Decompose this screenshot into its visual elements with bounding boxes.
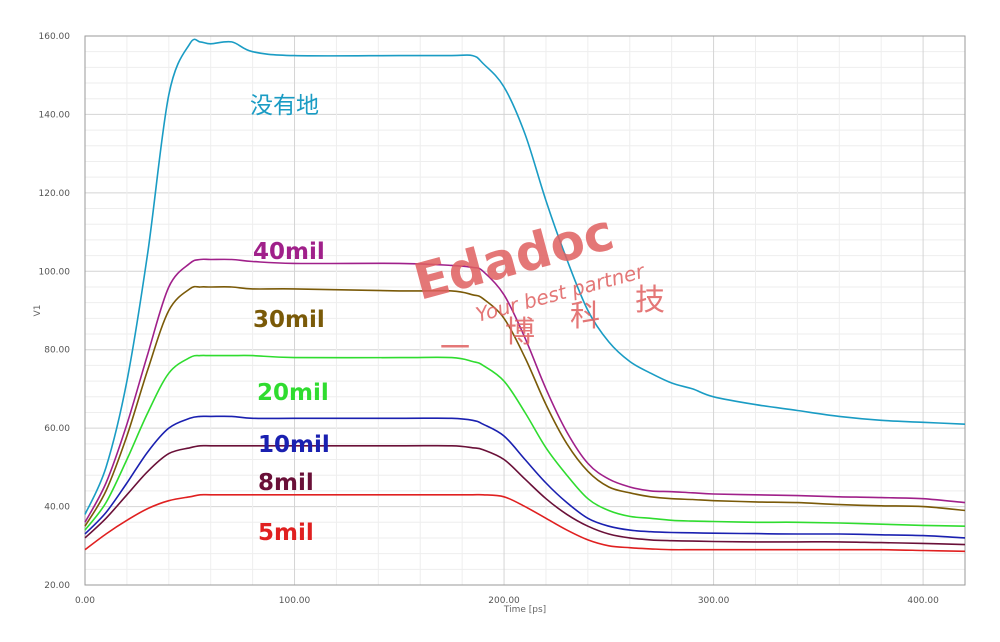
y-axis-label: V1 bbox=[33, 305, 43, 317]
series-label: 没有地 bbox=[250, 93, 319, 119]
series-label: 30mil bbox=[253, 307, 325, 333]
y-axis-ticks: 20.00 40.00 60.00 80.00 100.00 120.00 140.00 16… bbox=[39, 32, 71, 591]
series-line bbox=[84, 285, 966, 527]
series-label: 5mil bbox=[258, 520, 314, 546]
x-tick-label: 400.00 bbox=[907, 596, 939, 606]
watermark-char: 技 bbox=[635, 283, 665, 318]
series-line bbox=[84, 493, 966, 553]
y-tick-label: 140.00 bbox=[39, 110, 71, 120]
y-tick-label: 20.00 bbox=[44, 581, 70, 591]
x-tick-label: 0.00 bbox=[75, 596, 95, 606]
x-tick-label: 300.00 bbox=[698, 596, 730, 606]
plot-frame bbox=[84, 35, 966, 586]
series-line bbox=[84, 444, 966, 546]
series-labels: 没有地 40mil 30mil 20mil 10mil 8mil 5mil bbox=[250, 93, 330, 546]
y-tick-label: 160.00 bbox=[39, 32, 71, 42]
x-axis-label: Time [ps] bbox=[503, 605, 546, 615]
series-line bbox=[84, 258, 966, 523]
watermark-char: 一 bbox=[440, 331, 470, 366]
watermark-char: 科 bbox=[570, 299, 600, 334]
watermark-chars: 一博科技 bbox=[440, 283, 665, 366]
series-line bbox=[84, 38, 966, 515]
series-label: 8mil bbox=[258, 470, 314, 496]
x-tick-label: 100.00 bbox=[279, 596, 311, 606]
y-tick-label: 40.00 bbox=[44, 503, 70, 513]
series-lines bbox=[84, 38, 966, 553]
watermark-char: 博 bbox=[505, 315, 535, 350]
series-label: 40mil bbox=[253, 239, 325, 265]
y-tick-label: 120.00 bbox=[39, 189, 71, 199]
series-line bbox=[84, 354, 966, 531]
series-line bbox=[84, 415, 966, 539]
y-tick-label: 80.00 bbox=[44, 346, 70, 356]
y-tick-label: 100.00 bbox=[39, 267, 71, 277]
series-label: 10mil bbox=[258, 432, 330, 458]
x-tick-label: 200.00 bbox=[488, 596, 520, 606]
x-axis-ticks: 0.00 100.00 200.00 300.00 400.00 bbox=[75, 596, 939, 606]
series-label: 20mil bbox=[257, 380, 329, 406]
y-tick-label: 60.00 bbox=[44, 424, 70, 434]
